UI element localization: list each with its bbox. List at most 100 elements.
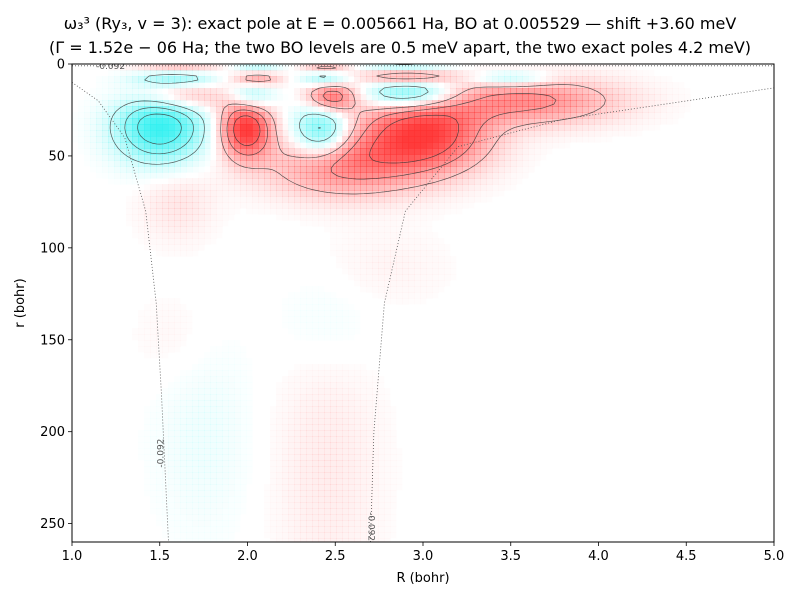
heatmap-cell [150, 136, 157, 143]
heatmap-cell [480, 64, 487, 71]
heatmap-cell [474, 82, 481, 89]
heatmap-cell [342, 232, 349, 239]
heatmap-cell [420, 226, 427, 233]
heatmap-cell [324, 502, 331, 509]
heatmap-cell [300, 520, 307, 527]
heatmap-cell [174, 472, 181, 479]
heatmap-cell [318, 406, 325, 413]
heatmap-cell [318, 316, 325, 323]
heatmap-cell [576, 64, 583, 71]
heatmap-cell [168, 448, 175, 455]
heatmap-cell [318, 508, 325, 515]
heatmap-cell [132, 82, 139, 89]
heatmap-cell [204, 460, 211, 467]
heatmap-cell [192, 538, 199, 545]
heatmap-cell [402, 286, 409, 293]
heatmap-cell [606, 112, 613, 119]
heatmap-cell [246, 106, 253, 113]
heatmap-cell [192, 490, 199, 497]
heatmap-cell [174, 514, 181, 521]
heatmap-cell [330, 220, 337, 227]
heatmap-cell [198, 364, 205, 371]
heatmap-cell [366, 382, 373, 389]
heatmap-cell [222, 202, 229, 209]
heatmap-cell [198, 406, 205, 413]
heatmap-cell [282, 298, 289, 305]
heatmap-cell [426, 226, 433, 233]
heatmap-cell [450, 178, 457, 185]
heatmap-cell [288, 478, 295, 485]
heatmap-cell [528, 94, 535, 101]
heatmap-cell [522, 142, 529, 149]
heatmap-cell [354, 106, 361, 113]
heatmap-cell [186, 208, 193, 215]
heatmap-cell [372, 490, 379, 497]
heatmap-cell [198, 202, 205, 209]
heatmap-cell [420, 88, 427, 95]
heatmap-cell [444, 94, 451, 101]
heatmap-cell [444, 250, 451, 257]
heatmap-cell [432, 274, 439, 281]
heatmap-cell [270, 196, 277, 203]
heatmap-cell [378, 520, 385, 527]
heatmap-cell [264, 172, 271, 179]
heatmap-cell [354, 436, 361, 443]
heatmap-cell [540, 64, 547, 71]
heatmap-cell [132, 208, 139, 215]
heatmap-cell [294, 502, 301, 509]
heatmap-cell [360, 442, 367, 449]
heatmap-cell [384, 262, 391, 269]
heatmap-cell [96, 88, 103, 95]
heatmap-cell [204, 364, 211, 371]
heatmap-cell [150, 160, 157, 167]
heatmap-cell [312, 400, 319, 407]
heatmap-cell [240, 202, 247, 209]
heatmap-cell [162, 316, 169, 323]
heatmap-cell [210, 418, 217, 425]
heatmap-cell [642, 88, 649, 95]
heatmap-cell [228, 412, 235, 419]
heatmap-cell [162, 346, 169, 353]
heatmap-cell [150, 112, 157, 119]
heatmap-cell [360, 148, 367, 155]
heatmap-cell [282, 406, 289, 413]
heatmap-cell [186, 520, 193, 527]
heatmap-cell [186, 190, 193, 197]
heatmap-cell [228, 118, 235, 125]
heatmap-cell [186, 160, 193, 167]
heatmap-cell [654, 118, 661, 125]
heatmap-cell [384, 130, 391, 137]
heatmap-cell [390, 148, 397, 155]
heatmap-cell [348, 94, 355, 101]
heatmap-cell [348, 142, 355, 149]
heatmap-cell [84, 100, 91, 107]
heatmap-cell [246, 82, 253, 89]
heatmap-cell [276, 388, 283, 395]
heatmap-cell [222, 370, 229, 377]
heatmap-cell [324, 418, 331, 425]
heatmap-cell [174, 226, 181, 233]
heatmap-cell [234, 388, 241, 395]
heatmap-cell [300, 100, 307, 107]
heatmap-cell [102, 124, 109, 131]
heatmap-cell [138, 310, 145, 317]
heatmap-cell [576, 106, 583, 113]
heatmap-cell [330, 322, 337, 329]
heatmap-cell [234, 394, 241, 401]
heatmap-cell [360, 70, 367, 77]
heatmap-cell [114, 124, 121, 131]
heatmap-cell [624, 130, 631, 137]
heatmap-cell [312, 166, 319, 173]
heatmap-cell [438, 262, 445, 269]
heatmap-cell [354, 388, 361, 395]
heatmap-cell [432, 88, 439, 95]
heatmap-cell [120, 100, 127, 107]
heatmap-cell [156, 520, 163, 527]
heatmap-cell [240, 412, 247, 419]
heatmap-cell [168, 502, 175, 509]
heatmap-cell [180, 244, 187, 251]
heatmap-cell [168, 166, 175, 173]
heatmap-cell [252, 208, 259, 215]
heatmap-cell [330, 376, 337, 383]
heatmap-cell [348, 400, 355, 407]
